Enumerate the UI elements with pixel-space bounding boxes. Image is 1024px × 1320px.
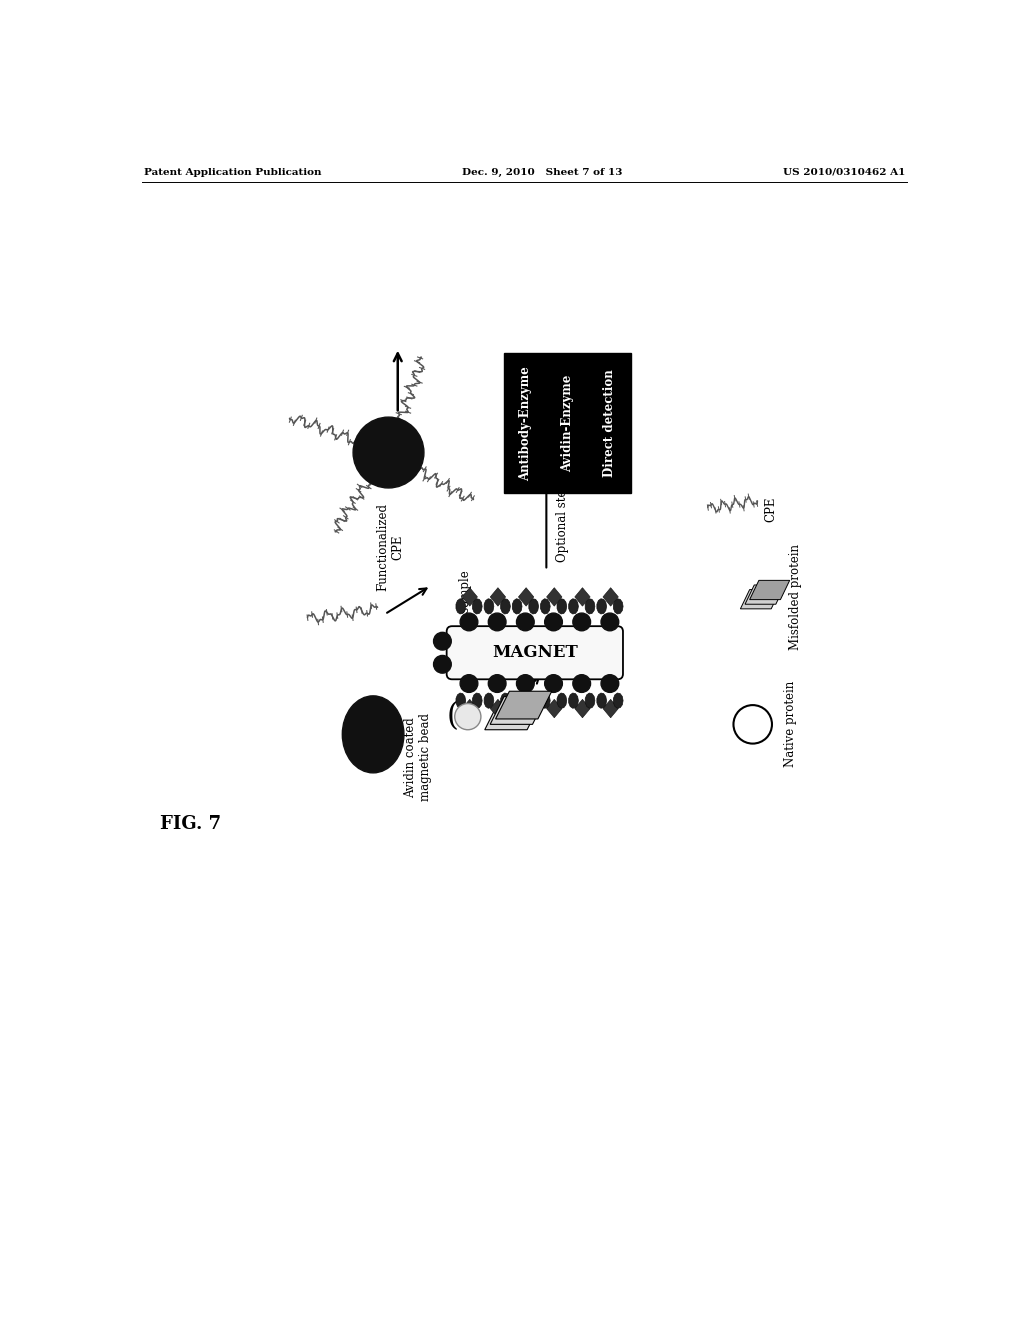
Polygon shape — [456, 693, 466, 709]
Polygon shape — [597, 693, 606, 709]
Polygon shape — [574, 700, 590, 718]
Circle shape — [455, 704, 481, 730]
Polygon shape — [462, 700, 477, 718]
Circle shape — [433, 632, 452, 649]
Polygon shape — [496, 692, 552, 719]
Circle shape — [460, 675, 478, 693]
Polygon shape — [472, 693, 482, 709]
Polygon shape — [568, 693, 579, 709]
Text: FIG. 7: FIG. 7 — [160, 816, 221, 833]
Polygon shape — [574, 587, 590, 606]
Polygon shape — [585, 599, 595, 614]
Text: Protein sample: Protein sample — [459, 570, 472, 660]
Polygon shape — [613, 693, 623, 709]
Circle shape — [601, 675, 618, 693]
Polygon shape — [462, 587, 477, 606]
Circle shape — [460, 612, 478, 631]
Polygon shape — [490, 700, 506, 718]
Polygon shape — [750, 581, 790, 599]
Polygon shape — [597, 599, 606, 614]
Polygon shape — [472, 599, 482, 614]
Text: CPE: CPE — [764, 496, 777, 521]
Polygon shape — [541, 599, 550, 614]
Circle shape — [516, 675, 535, 693]
Text: Dec. 9, 2010   Sheet 7 of 13: Dec. 9, 2010 Sheet 7 of 13 — [462, 168, 622, 177]
FancyBboxPatch shape — [446, 626, 623, 680]
Text: Antibody-Enzyme: Antibody-Enzyme — [519, 366, 531, 480]
Text: Avidin coated
magnetic bead: Avidin coated magnetic bead — [403, 713, 432, 801]
Polygon shape — [484, 702, 541, 730]
Ellipse shape — [342, 696, 403, 774]
Text: Misfolded protein: Misfolded protein — [788, 544, 802, 651]
Polygon shape — [490, 697, 547, 725]
Circle shape — [545, 612, 562, 631]
Polygon shape — [512, 599, 522, 614]
Circle shape — [572, 612, 591, 631]
FancyBboxPatch shape — [504, 354, 631, 494]
Polygon shape — [585, 693, 595, 709]
Circle shape — [488, 675, 506, 693]
Text: Optional step: Optional step — [556, 482, 569, 562]
Text: MAGNET: MAGNET — [492, 644, 578, 661]
Polygon shape — [528, 693, 539, 709]
Polygon shape — [484, 599, 494, 614]
Polygon shape — [547, 700, 562, 718]
Polygon shape — [557, 599, 566, 614]
Polygon shape — [557, 693, 566, 709]
Text: Functionalized
CPE: Functionalized CPE — [377, 503, 404, 591]
Polygon shape — [512, 693, 522, 709]
Text: US 2010/0310462 A1: US 2010/0310462 A1 — [782, 168, 905, 177]
Polygon shape — [568, 599, 579, 614]
Polygon shape — [518, 700, 534, 718]
Text: Patent Application Publication: Patent Application Publication — [144, 168, 322, 177]
Polygon shape — [547, 587, 562, 606]
Polygon shape — [490, 587, 506, 606]
Polygon shape — [528, 599, 539, 614]
Polygon shape — [745, 585, 785, 605]
Polygon shape — [501, 693, 510, 709]
Text: Direct detection: Direct detection — [603, 370, 616, 477]
Polygon shape — [518, 587, 534, 606]
Polygon shape — [541, 693, 550, 709]
Circle shape — [488, 612, 506, 631]
Polygon shape — [456, 599, 466, 614]
Circle shape — [516, 612, 535, 631]
Circle shape — [572, 675, 591, 693]
Polygon shape — [603, 700, 618, 718]
Text: (: ( — [446, 701, 459, 733]
Polygon shape — [740, 590, 780, 609]
Text: Avidin-Enzyme: Avidin-Enzyme — [561, 375, 574, 473]
Circle shape — [433, 656, 452, 673]
Circle shape — [601, 612, 618, 631]
Polygon shape — [484, 693, 494, 709]
Polygon shape — [501, 599, 510, 614]
Circle shape — [545, 675, 562, 693]
Polygon shape — [613, 599, 623, 614]
Text: Native protein: Native protein — [783, 681, 797, 767]
Polygon shape — [603, 587, 618, 606]
Circle shape — [353, 417, 424, 488]
